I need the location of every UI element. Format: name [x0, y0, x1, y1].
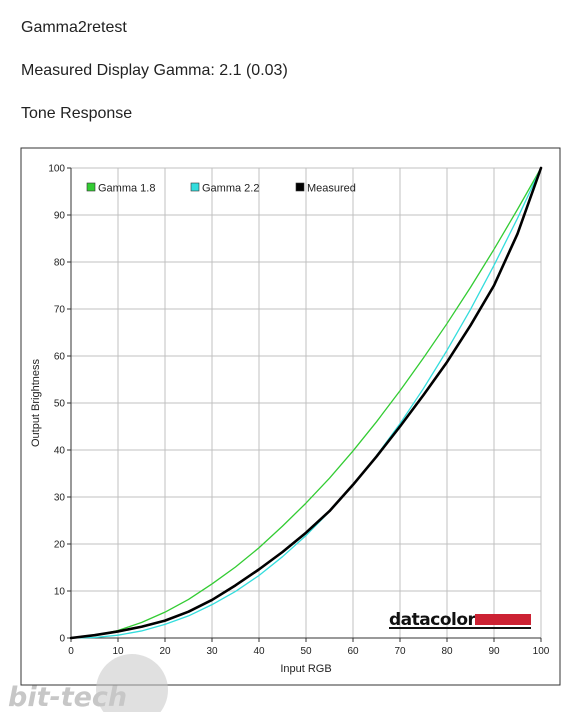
series-line-measured: [69, 166, 543, 640]
legend: Gamma 1.8 Gamma 2.2 Measured: [86, 182, 356, 195]
x-tick-label: 50: [300, 646, 312, 657]
page-title: Gamma2retest: [21, 19, 127, 36]
x-tick-label: 70: [394, 646, 406, 657]
legend-label-gamma-1-8: Gamma 1.8: [98, 183, 155, 195]
watermark-disc: [96, 654, 168, 712]
datacolor-logo-bar: [475, 614, 531, 625]
y-tick-label: 100: [48, 164, 65, 175]
legend-label-measured: Measured: [307, 183, 356, 195]
y-tick-label: 80: [54, 258, 66, 269]
series-line-gamma-2-2: [70, 167, 542, 639]
legend-swatch-gamma-2-2: [190, 182, 200, 192]
y-tick-label: 40: [54, 446, 66, 457]
measured-gamma-text: Measured Display Gamma: 2.1 (0.03): [21, 62, 288, 79]
series-line-gamma-1-8: [70, 167, 542, 639]
y-tick-label: 0: [59, 634, 65, 645]
x-tick-label: 30: [206, 646, 218, 657]
y-tick-label: 60: [54, 352, 66, 363]
x-tick-label: 10: [112, 646, 124, 657]
y-tick-label: 90: [54, 211, 66, 222]
x-tick-label: 40: [253, 646, 265, 657]
y-tick-label: 50: [54, 399, 66, 410]
x-tick-label: 20: [159, 646, 171, 657]
legend-swatch-gamma-1-8: [86, 182, 96, 192]
y-tick-label: 30: [54, 493, 66, 504]
series-lines: [69, 166, 543, 640]
y-axis-title: Output Brightness: [30, 358, 42, 447]
watermark: bit-tech: [8, 654, 168, 712]
y-tick-label: 20: [54, 540, 66, 551]
legend-label-gamma-2-2: Gamma 2.2: [202, 183, 259, 195]
y-tick-label: 70: [54, 305, 66, 316]
x-tick-label: 90: [488, 646, 500, 657]
datacolor-logo: datacolor: [389, 610, 531, 630]
datacolor-logo-underline: [389, 627, 531, 629]
section-heading: Tone Response: [21, 105, 133, 122]
axis-ticks: 0 10 20 30 40 50 60 70 80 90 100 0 10 20 30 40 50 60 70 80 9…: [48, 164, 549, 658]
datacolor-logo-text: datacolor: [389, 610, 477, 630]
watermark-text: bit-tech: [8, 682, 127, 712]
legend-swatch-measured: [295, 182, 305, 192]
x-tick-label: 100: [533, 646, 550, 657]
x-tick-label: 0: [68, 646, 74, 657]
chart-frame: [20, 147, 561, 686]
x-axis-title: Input RGB: [280, 663, 331, 675]
x-tick-label: 60: [347, 646, 359, 657]
y-tick-label: 10: [54, 587, 66, 598]
x-tick-label: 80: [441, 646, 453, 657]
